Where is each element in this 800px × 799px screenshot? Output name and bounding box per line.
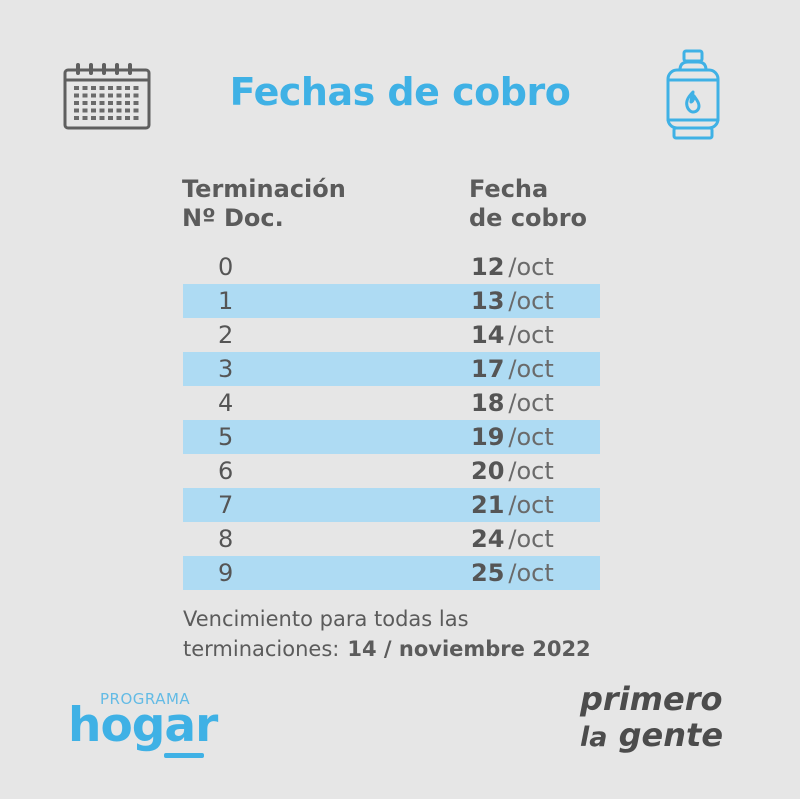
payment-date: 25/oct — [471, 556, 554, 590]
table-row: 5 19/oct — [183, 420, 600, 454]
table-row: 3 17/oct — [183, 352, 600, 386]
payment-day: 13 — [471, 287, 505, 315]
table-row: 8 24/oct — [183, 522, 600, 556]
table-row: 6 20/oct — [183, 454, 600, 488]
payment-date: 13/oct — [471, 284, 554, 318]
gas-cylinder-icon — [666, 49, 720, 140]
payment-day: 19 — [471, 423, 505, 451]
payment-month: /oct — [508, 389, 554, 417]
payment-day: 25 — [471, 559, 505, 587]
payment-month: /oct — [508, 253, 554, 281]
expiration-note: Vencimiento para todas las terminaciones… — [183, 604, 591, 664]
expiration-label: terminaciones: — [183, 637, 340, 661]
termination-digit: 4 — [218, 389, 234, 417]
hogar-wordmark: hogar — [68, 698, 218, 753]
termination-digit: 1 — [218, 287, 234, 315]
payment-month: /oct — [508, 559, 554, 587]
payment-day: 20 — [471, 457, 505, 485]
termination-digit: 2 — [218, 321, 234, 349]
payment-date: 17/oct — [471, 352, 554, 386]
table-row: 0 12/oct — [183, 250, 600, 284]
header-doc-label: Nº Doc. — [182, 204, 284, 232]
termination-digit: 7 — [218, 491, 234, 519]
payment-month: /oct — [508, 457, 554, 485]
gente-word: gente — [618, 716, 724, 754]
payment-month: /oct — [508, 355, 554, 383]
payment-month: /oct — [508, 321, 554, 349]
payment-month: /oct — [508, 423, 554, 451]
payment-date: 12/oct — [471, 250, 554, 284]
payment-date: 14/oct — [471, 318, 554, 352]
column-header-termination: Terminación Nº Doc. — [182, 175, 346, 233]
termination-digit: 5 — [218, 423, 234, 451]
table-row: 9 25/oct — [183, 556, 600, 590]
expiration-date: 14 / noviembre 2022 — [347, 637, 591, 661]
termination-digit: 9 — [218, 559, 234, 587]
expiration-line2: terminaciones: 14 / noviembre 2022 — [183, 634, 591, 664]
payment-day: 21 — [471, 491, 505, 519]
programa-label: PROGRAMA — [100, 690, 191, 708]
payment-date: 18/oct — [471, 386, 554, 420]
primero-wordmark: primero — [580, 680, 723, 718]
header-fecha-label: Fecha — [469, 175, 549, 203]
termination-digit: 0 — [218, 253, 234, 281]
payment-date: 19/oct — [471, 420, 554, 454]
payment-date: 21/oct — [471, 488, 554, 522]
payment-date: 24/oct — [471, 522, 554, 556]
la-gente-wordmark: la gente — [580, 716, 723, 754]
table-row: 7 21/oct — [183, 488, 600, 522]
payment-day: 18 — [471, 389, 505, 417]
termination-digit: 6 — [218, 457, 234, 485]
payment-day: 14 — [471, 321, 505, 349]
hogar-underline — [164, 753, 204, 758]
column-header-date: Fecha de cobro — [469, 175, 587, 233]
table-row: 2 14/oct — [183, 318, 600, 352]
termination-digit: 8 — [218, 525, 234, 553]
payment-month: /oct — [508, 525, 554, 553]
payment-day: 24 — [471, 525, 505, 553]
payment-month: /oct — [508, 287, 554, 315]
expiration-line1: Vencimiento para todas las — [183, 607, 469, 631]
page-title: Fechas de cobro — [229, 70, 571, 114]
la-word: la — [580, 722, 608, 753]
header-cobro-label: de cobro — [469, 204, 588, 232]
table-row: 4 18/oct — [183, 386, 600, 420]
payment-month: /oct — [508, 491, 554, 519]
payment-day: 12 — [471, 253, 505, 281]
header-termination-label: Terminación — [182, 175, 346, 203]
calendar-icon — [63, 63, 151, 130]
table-row: 1 13/oct — [183, 284, 600, 318]
termination-digit: 3 — [218, 355, 234, 383]
payment-day: 17 — [471, 355, 505, 383]
payment-dates-table: 0 12/oct 1 13/oct 2 14/oct 3 17/oct 4 18/oct … — [183, 250, 600, 590]
payment-date: 20/oct — [471, 454, 554, 488]
